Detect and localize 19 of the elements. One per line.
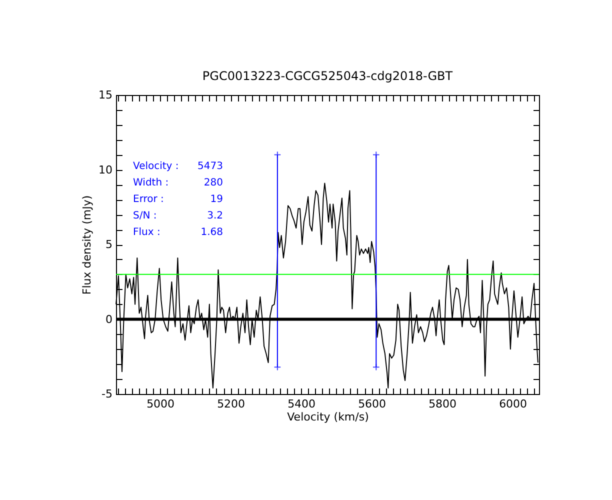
x-tick-label: 5200 bbox=[217, 398, 246, 410]
text: Width : 280 bbox=[133, 178, 223, 188]
y-axis-title: Flux density (mJy) bbox=[80, 195, 94, 295]
text: Error : 19 bbox=[133, 194, 223, 205]
text: S/N : 3.2 bbox=[133, 210, 223, 222]
x-tick-label: 6000 bbox=[499, 398, 528, 410]
y-tick-label: 10 bbox=[98, 163, 112, 176]
text: Velocity : 5473 bbox=[133, 161, 223, 172]
x-tick-label: 5600 bbox=[358, 398, 386, 410]
y-tick-label: 5 bbox=[106, 238, 112, 251]
y-tick-label: -5 bbox=[102, 388, 112, 400]
x-axis-title: Velocity (km/s) bbox=[287, 410, 369, 424]
text: Flux : 1.68 bbox=[133, 227, 223, 238]
x-tick-label: 5800 bbox=[428, 398, 457, 410]
x-tick-label: 5400 bbox=[288, 398, 316, 410]
chart-title: PGC0013223-CGCG525043-cdg2018-GBT bbox=[202, 69, 454, 83]
y-tick-label: 0 bbox=[106, 312, 112, 326]
x-tick-label: 5000 bbox=[146, 398, 175, 410]
y-tick-label: 15 bbox=[98, 88, 112, 102]
